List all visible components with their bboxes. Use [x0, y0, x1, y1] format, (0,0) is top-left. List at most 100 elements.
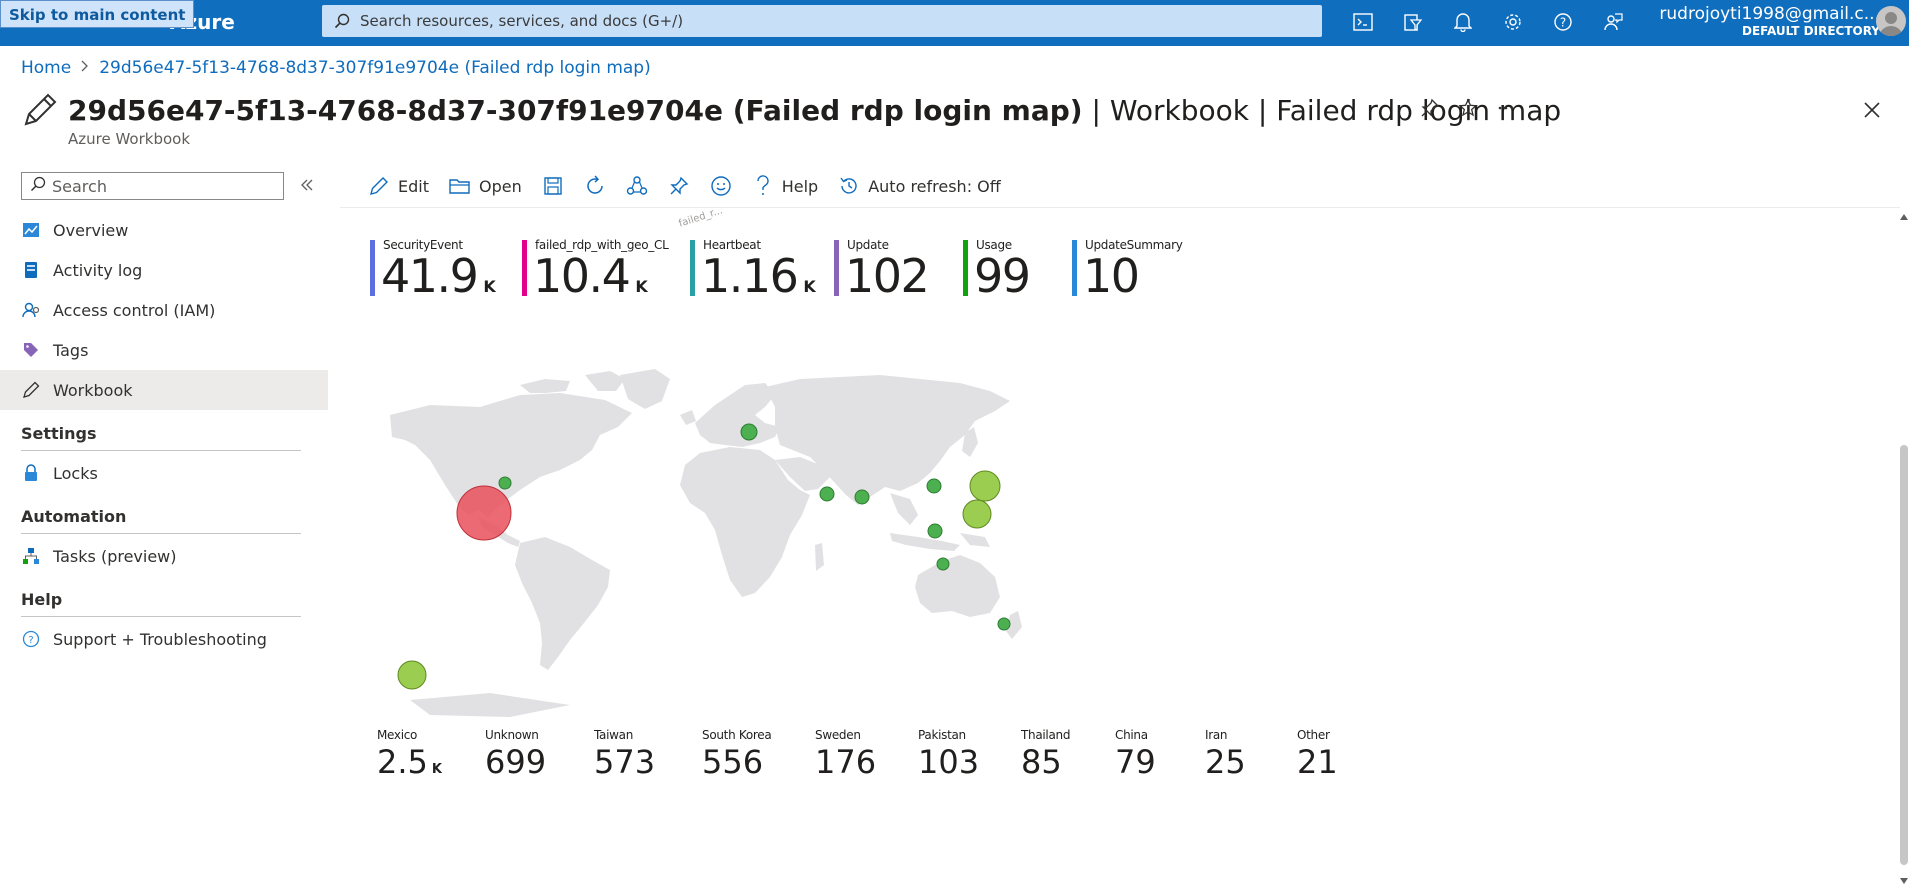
- country-stat-other[interactable]: Other 21: [1297, 728, 1338, 780]
- close-icon[interactable]: [1860, 98, 1884, 122]
- sidebar-item-label: Locks: [53, 463, 98, 483]
- bubble-unknown[interactable]: [397, 660, 427, 690]
- sidebar-item-tasks[interactable]: Tasks (preview): [0, 536, 328, 576]
- settings-gear-icon[interactable]: [1497, 6, 1529, 38]
- favorite-star-icon[interactable]: [1458, 98, 1478, 122]
- search-icon: [30, 176, 46, 196]
- sidebar-search-placeholder: Search: [52, 176, 107, 196]
- country-stat-pakistan[interactable]: Pakistan 103: [918, 728, 979, 780]
- pin-icon: [668, 175, 690, 197]
- bubble-sweden[interactable]: [740, 423, 758, 441]
- country-stat-taiwan[interactable]: Taiwan 573: [594, 728, 655, 780]
- tile-unit: K: [803, 277, 816, 296]
- pin-icon[interactable]: [1420, 98, 1440, 122]
- edit-button[interactable]: Edit: [360, 172, 437, 200]
- sidebar-item-support[interactable]: ? Support + Troubleshooting: [0, 619, 328, 659]
- bubble-taiwan[interactable]: [962, 499, 992, 529]
- tile-number: 1.16: [701, 249, 799, 303]
- edit-label: Edit: [398, 176, 429, 196]
- tile-color-bar: [370, 240, 375, 296]
- skip-to-main-link[interactable]: Skip to main content: [0, 0, 195, 28]
- tile-color-bar: [690, 240, 695, 296]
- sidebar-item-tags[interactable]: Tags: [0, 330, 328, 370]
- country-label: South Korea: [702, 728, 772, 742]
- sidebar-item-iam[interactable]: Access control (IAM): [0, 290, 328, 330]
- bubble-australia[interactable]: [997, 617, 1011, 631]
- country-label: Pakistan: [918, 728, 966, 742]
- country-value: 85: [1021, 743, 1062, 781]
- country-stat-south-korea[interactable]: South Korea 556: [702, 728, 772, 781]
- save-button[interactable]: [534, 172, 572, 200]
- tile-value: 1.16 K: [701, 252, 816, 311]
- bubble-china[interactable]: [926, 478, 942, 494]
- scrollbar[interactable]: [1897, 210, 1909, 890]
- bubble-pakistan[interactable]: [854, 489, 870, 505]
- bubble-south-korea[interactable]: [969, 470, 1001, 502]
- country-label: Iran: [1205, 728, 1228, 742]
- tile-unit: K: [635, 277, 648, 296]
- sidebar-search-input[interactable]: Search: [21, 172, 284, 200]
- sidebar-section-help: Help: [21, 590, 63, 609]
- sidebar-item-locks[interactable]: Locks: [0, 453, 328, 493]
- scrollbar-thumb[interactable]: [1900, 445, 1908, 865]
- feedback-icon[interactable]: [1597, 6, 1629, 38]
- country-stat-mexico[interactable]: Mexico 2.5 K: [377, 728, 442, 788]
- sidebar-item-overview[interactable]: Overview: [0, 210, 328, 250]
- country-label: Other: [1297, 728, 1330, 742]
- sidebar-item-workbook[interactable]: Workbook: [0, 370, 328, 410]
- country-label: Thailand: [1021, 728, 1071, 742]
- help-button[interactable]: Help: [744, 172, 826, 200]
- country-stat-sweden[interactable]: Sweden 176: [815, 728, 876, 780]
- tag-icon: [21, 340, 41, 360]
- tile-value: 102: [845, 252, 930, 300]
- faint-map-label: failed_r...: [677, 205, 725, 230]
- pencil-icon: [368, 175, 390, 197]
- bubble-thailand[interactable]: [927, 523, 943, 539]
- country-stat-unknown[interactable]: Unknown 699: [485, 728, 546, 780]
- directory-filter-icon[interactable]: [1397, 6, 1429, 38]
- more-options-icon[interactable]: [1496, 98, 1516, 122]
- pin-button[interactable]: [660, 172, 698, 200]
- tile-value: 10: [1083, 252, 1140, 300]
- country-value: 103: [918, 743, 980, 781]
- refresh-button[interactable]: [576, 172, 614, 200]
- collapse-sidebar-icon[interactable]: [300, 176, 314, 197]
- notifications-bell-icon[interactable]: [1447, 6, 1479, 38]
- feedback-button[interactable]: [702, 172, 740, 200]
- attack-bubbles: [397, 423, 1011, 690]
- help-question-icon[interactable]: ?: [1547, 6, 1579, 38]
- page-header: 29d56e47-5f13-4768-8d37-307f91e9704e (Fa…: [20, 90, 1561, 130]
- failed-rdp-world-map[interactable]: [370, 365, 1100, 725]
- smiley-icon: [710, 175, 732, 197]
- country-label: Sweden: [815, 728, 861, 742]
- bubble-mexico[interactable]: [456, 485, 512, 541]
- user-directory: DEFAULT DIRECTORY: [1742, 24, 1880, 38]
- sidebar-item-activity-log[interactable]: Activity log: [0, 250, 328, 290]
- clock-refresh-icon: [838, 175, 860, 197]
- country-stat-china[interactable]: China 79: [1115, 728, 1156, 780]
- breadcrumb-home[interactable]: Home: [21, 58, 72, 78]
- global-search-input[interactable]: Search resources, services, and docs (G+…: [322, 5, 1322, 37]
- cloud-shell-icon[interactable]: [1347, 6, 1379, 38]
- tile-number: 99: [974, 249, 1031, 303]
- bubble-singapore[interactable]: [936, 557, 950, 571]
- lock-icon: [21, 463, 41, 483]
- breadcrumb-current[interactable]: 29d56e47-5f13-4768-8d37-307f91e9704e (Fa…: [99, 58, 651, 78]
- bubble-iran[interactable]: [819, 486, 835, 502]
- avatar[interactable]: [1876, 6, 1906, 36]
- open-button[interactable]: Open: [441, 172, 530, 200]
- tile-label: Heartbeat: [703, 238, 761, 252]
- open-label: Open: [478, 176, 522, 196]
- bubble-usa[interactable]: [498, 476, 512, 490]
- user-email: rudrojoyti1998@gmail.c...: [1659, 4, 1880, 24]
- account-menu[interactable]: rudrojoyti1998@gmail.c... DEFAULT DIRECT…: [1650, 4, 1880, 38]
- country-value: 556: [702, 743, 764, 781]
- country-stat-thailand[interactable]: Thailand 85: [1021, 728, 1070, 780]
- country-label: Mexico: [377, 728, 418, 742]
- svg-text:?: ?: [28, 635, 33, 646]
- auto-refresh-button[interactable]: Auto refresh: Off: [830, 172, 1009, 200]
- tile-label: failed_rdp_with_geo_CL: [535, 238, 669, 252]
- share-button[interactable]: [618, 172, 656, 200]
- country-value: 25: [1205, 743, 1246, 781]
- country-stat-iran[interactable]: Iran 25: [1205, 728, 1246, 780]
